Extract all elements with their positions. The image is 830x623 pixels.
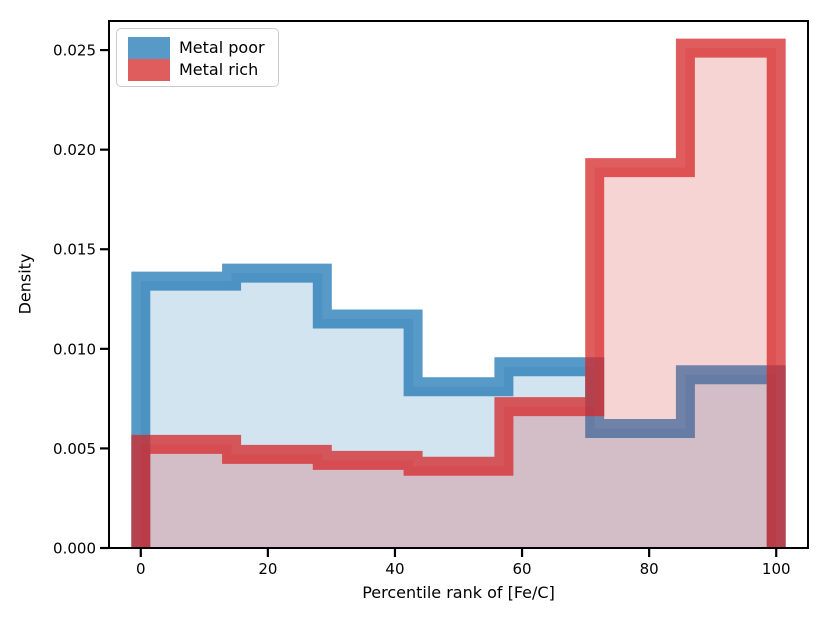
x-tick-label: 80: [640, 560, 659, 578]
y-tick-label: 0.015: [53, 241, 96, 259]
legend-swatch-metal-poor: [128, 37, 170, 59]
y-tick-label: 0.000: [53, 540, 96, 558]
legend-swatch-metal-rich: [128, 59, 170, 81]
axes-layer: 0 20 40 60 80 100 0.000 0.005 0.010 0.015 0.020 0.0…: [53, 20, 809, 578]
y-tick-label: 0.025: [53, 42, 96, 60]
metal-poor-outline: [131, 263, 786, 548]
legend-label-metal-rich: Metal rich: [179, 60, 259, 79]
y-tick-label: 0.020: [53, 141, 96, 159]
x-tick-label: 20: [258, 560, 277, 578]
y-tick-label: 0.005: [53, 440, 96, 458]
x-tick-label: 60: [512, 560, 531, 578]
legend-label-metal-poor: Metal poor: [179, 38, 265, 57]
x-tick-label: 0: [136, 560, 146, 578]
legend-entry-metal-rich: Metal rich: [128, 59, 278, 81]
legend: Metal poor Metal rich: [116, 28, 279, 87]
legend-entry-metal-poor: Metal poor: [128, 37, 278, 59]
x-axis-label: Percentile rank of [Fe/C]: [362, 583, 555, 602]
x-tick-label: 100: [762, 560, 791, 578]
metal-poor-fill: [140, 273, 777, 548]
plot-border: [108, 20, 809, 549]
series-layer: [131, 38, 786, 548]
y-axis-label: Density: [15, 253, 35, 315]
y-tick-label: 0.010: [53, 340, 96, 358]
metal-rich-outline: [131, 38, 786, 548]
x-tick-label: 40: [385, 560, 404, 578]
